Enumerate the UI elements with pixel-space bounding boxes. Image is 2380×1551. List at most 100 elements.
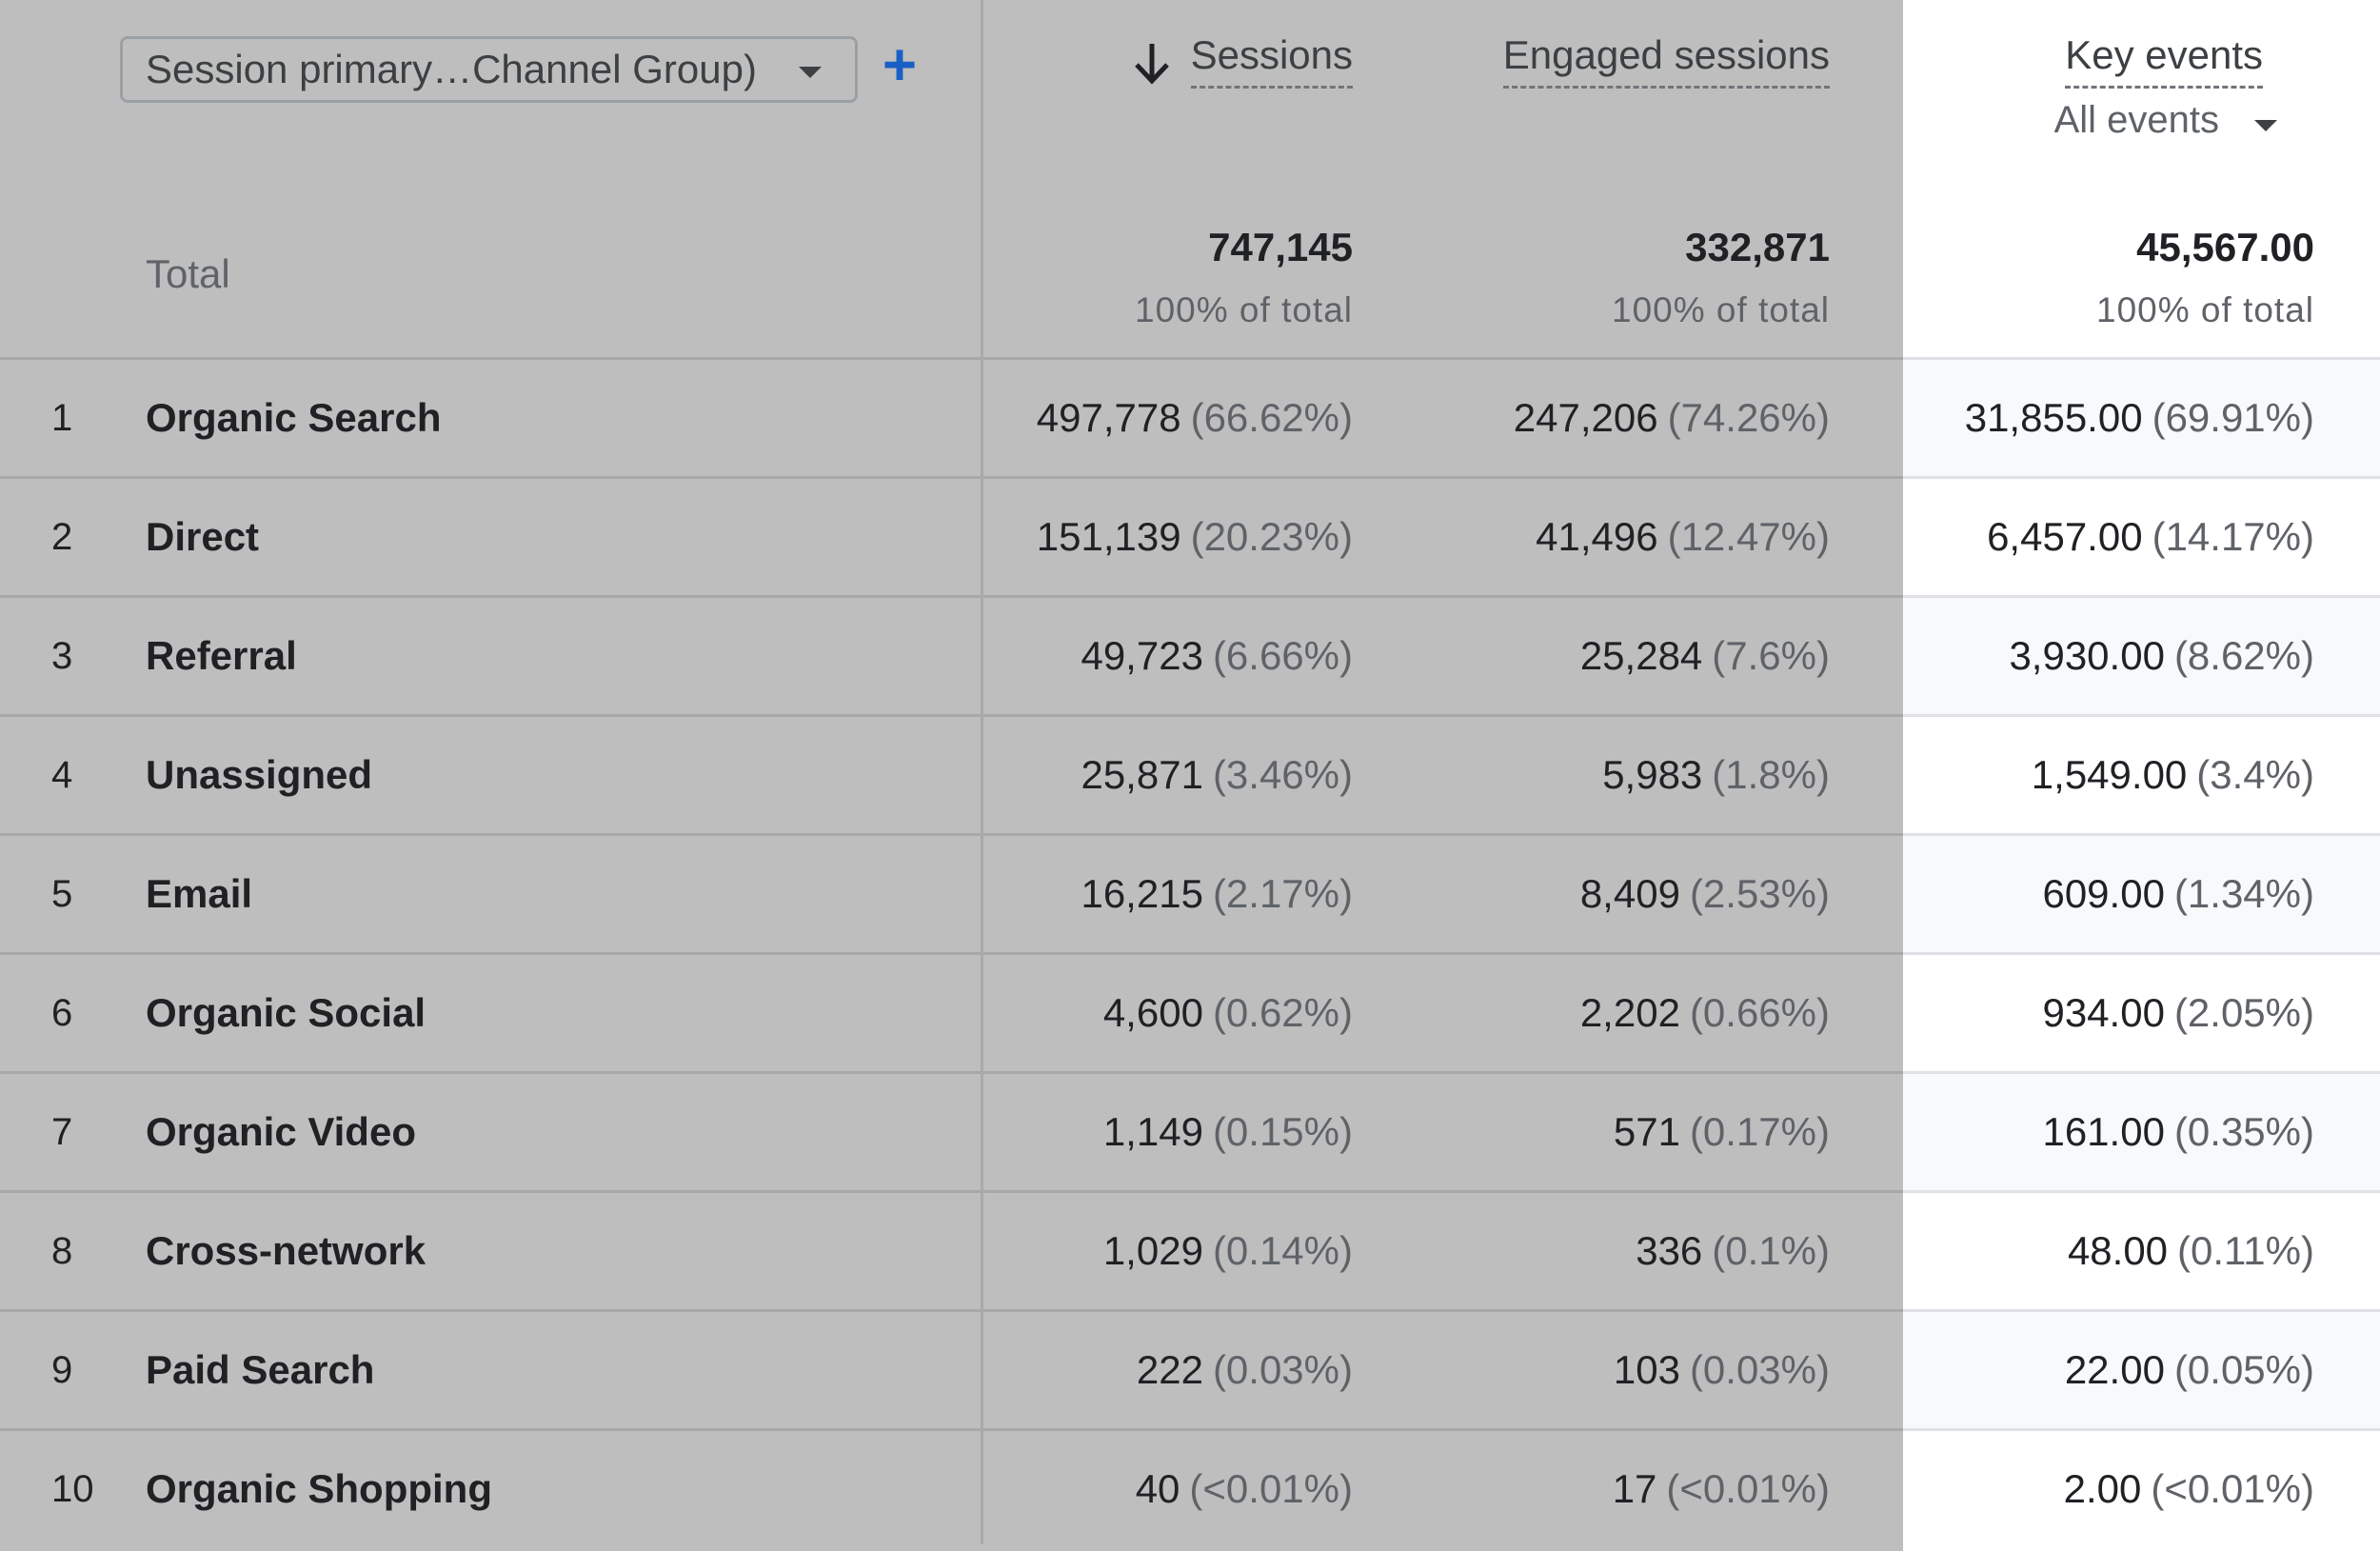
sessions-pct: (66.62%) (1190, 395, 1353, 440)
row-divider (0, 357, 2380, 360)
row-divider (0, 833, 2380, 836)
engaged-value: 8,409 (1579, 871, 1680, 916)
channel-name: Cross-network (146, 1228, 426, 1273)
engaged-cell: 103 (0.03%) (1614, 1312, 1830, 1428)
engaged-cell: 336 (0.1%) (1636, 1193, 1830, 1309)
key-events-pct: (3.4%) (2196, 752, 2314, 797)
key-events-value: 609.00 (2042, 871, 2165, 916)
row-rank: 9 (51, 1349, 73, 1391)
table-row[interactable]: 10 Organic Shopping 40 (<0.01%) 17 (<0.01%… (0, 1431, 2380, 1547)
engaged-value: 571 (1613, 1109, 1680, 1154)
sessions-cell: 1,149 (0.15%) (1103, 1074, 1353, 1190)
total-engaged-pct: 100% of total (1612, 290, 1830, 329)
sessions-cell: 497,778 (66.62%) (1037, 360, 1353, 476)
row-rank: 4 (51, 754, 73, 796)
channel-name: Organic Search (146, 395, 442, 440)
total-label: Total (146, 251, 230, 296)
row-rank: 6 (51, 992, 73, 1034)
key-events-pct: (2.05%) (2173, 990, 2314, 1035)
sessions-value: 16,215 (1081, 871, 1203, 916)
sessions-value: 222 (1136, 1347, 1203, 1392)
row-divider (0, 952, 2380, 955)
channel-name: Direct (146, 514, 260, 559)
table-row[interactable]: 9 Paid Search 222 (0.03%) 103 (0.03%) 22.0… (0, 1312, 2380, 1428)
key-events-value: 31,855.00 (1964, 395, 2143, 440)
table-row[interactable]: 5 Email 16,215 (2.17%) 8,409 (2.53%) 609.0… (0, 836, 2380, 952)
sessions-cell: 16,215 (2.17%) (1081, 836, 1353, 952)
sessions-value: 151,139 (1036, 514, 1181, 559)
table-row[interactable]: 3 Referral 49,723 (6.66%) 25,284 (7.6%) 3,… (0, 598, 2380, 714)
sessions-pct: (3.46%) (1212, 752, 1353, 797)
channel-name: Organic Video (146, 1109, 416, 1154)
row-rank: 1 (51, 397, 73, 439)
engaged-value: 103 (1613, 1347, 1680, 1392)
chevron-down-icon[interactable] (2254, 120, 2277, 131)
row-stripe (1903, 1074, 2380, 1190)
row-divider (0, 714, 2380, 717)
key-events-pct: (0.35%) (2173, 1109, 2314, 1154)
sessions-pct: (20.23%) (1190, 514, 1353, 559)
engaged-value: 25,284 (1579, 633, 1703, 678)
sessions-pct: (0.14%) (1212, 1228, 1353, 1273)
row-divider (0, 1309, 2380, 1312)
total-sessions: 747,145 (1208, 225, 1353, 269)
engaged-cell: 8,409 (2.53%) (1580, 836, 1830, 952)
key-events-filter[interactable]: All events (2054, 99, 2219, 142)
dimension-label: Session primary…Channel Group) (146, 47, 757, 91)
sessions-pct: (2.17%) (1212, 871, 1353, 916)
key-events-value: 3,930.00 (2009, 633, 2165, 678)
channel-name: Organic Social (146, 990, 426, 1035)
row-stripe (1903, 1312, 2380, 1428)
engaged-pct: (0.17%) (1689, 1109, 1830, 1154)
column-header-sessions[interactable]: Sessions (1190, 32, 1353, 89)
engaged-cell: 5,983 (1.8%) (1602, 717, 1830, 833)
sessions-cell: 222 (0.03%) (1137, 1312, 1353, 1428)
table-row[interactable]: 8 Cross-network 1,029 (0.14%) 336 (0.1%) 4… (0, 1193, 2380, 1309)
table-row[interactable]: 7 Organic Video 1,149 (0.15%) 571 (0.17%) … (0, 1074, 2380, 1190)
row-rank: 7 (51, 1111, 73, 1153)
row-divider (0, 595, 2380, 598)
table-row[interactable]: 1 Organic Search 497,778 (66.62%) 247,206… (0, 360, 2380, 476)
engaged-pct: (1.8%) (1712, 752, 1830, 797)
channel-name: Referral (146, 633, 297, 678)
row-rank: 8 (51, 1230, 73, 1272)
row-divider (0, 1428, 2380, 1431)
row-rank: 3 (51, 635, 73, 677)
total-key-events: 45,567.00 (2136, 225, 2314, 269)
table-row[interactable]: 4 Unassigned 25,871 (3.46%) 5,983 (1.8%) 1… (0, 717, 2380, 833)
channel-name: Organic Shopping (146, 1466, 492, 1511)
sessions-value: 1,029 (1102, 1228, 1203, 1273)
engaged-cell: 17 (<0.01%) (1613, 1431, 1830, 1547)
channel-name: Email (146, 871, 253, 916)
sessions-cell: 40 (<0.01%) (1136, 1431, 1353, 1547)
row-divider (0, 476, 2380, 479)
key-events-value: 1,549.00 (2031, 752, 2188, 797)
key-events-pct: (69.91%) (2152, 395, 2314, 440)
key-events-value: 161.00 (2042, 1109, 2165, 1154)
sort-descending-icon[interactable] (1131, 40, 1173, 86)
table-row[interactable]: 6 Organic Social 4,600 (0.62%) 2,202 (0.66… (0, 955, 2380, 1071)
dimension-dropdown[interactable]: Session primary…Channel Group) (120, 36, 858, 103)
key-events-cell: 3,930.00 (8.62%) (2009, 598, 2314, 714)
row-stripe (1903, 360, 2380, 476)
sessions-cell: 4,600 (0.62%) (1103, 955, 1353, 1071)
engaged-cell: 41,496 (12.47%) (1536, 479, 1830, 595)
sessions-pct: (<0.01%) (1189, 1466, 1353, 1511)
engaged-value: 17 (1612, 1466, 1657, 1511)
total-engaged-sessions: 332,871 (1685, 225, 1830, 269)
sessions-cell: 25,871 (3.46%) (1081, 717, 1353, 833)
row-stripe (1903, 598, 2380, 714)
column-header-engaged-sessions[interactable]: Engaged sessions (1502, 32, 1830, 89)
engaged-cell: 2,202 (0.66%) (1580, 955, 1830, 1071)
key-events-pct: (1.34%) (2173, 871, 2314, 916)
add-dimension-button[interactable]: + (882, 32, 918, 98)
channel-name: Paid Search (146, 1347, 375, 1392)
chevron-down-icon (799, 67, 822, 78)
sessions-pct: (0.62%) (1212, 990, 1353, 1035)
column-header-key-events[interactable]: Key events (2065, 32, 2263, 89)
table-row[interactable]: 2 Direct 151,139 (20.23%) 41,496 (12.47%) … (0, 479, 2380, 595)
sessions-value: 40 (1135, 1466, 1180, 1511)
sessions-pct: (0.15%) (1212, 1109, 1353, 1154)
sessions-value: 49,723 (1081, 633, 1203, 678)
